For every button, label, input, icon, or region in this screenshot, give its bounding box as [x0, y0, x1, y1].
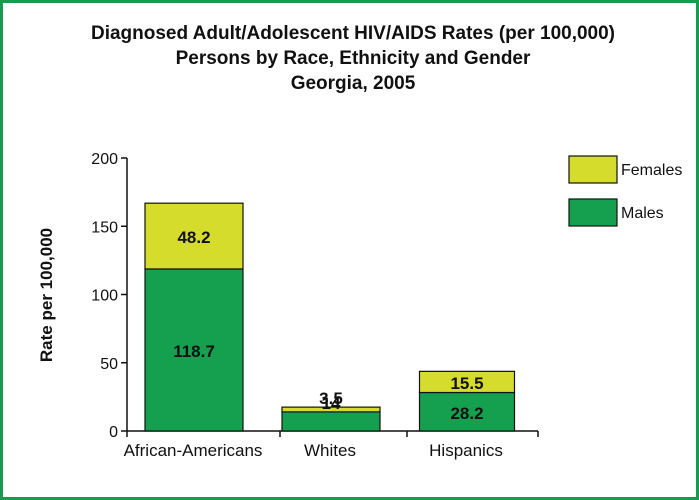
bar-males-1	[281, 411, 381, 432]
bar-males-0	[144, 268, 244, 432]
y-tick-label: 200	[91, 151, 118, 168]
y-axis-title: Rate per 100,000	[37, 228, 56, 362]
bar-females-2	[418, 370, 516, 394]
stacked-bar-chart: Diagnosed Adult/Adolescent HIV/AIDS Rate…	[37, 23, 682, 460]
legend-swatch-females	[568, 155, 618, 184]
data-label-males: 118.7	[173, 342, 215, 361]
y-tick-label: 100	[91, 288, 118, 305]
chart-title: Diagnosed Adult/Adolescent HIV/AIDS Rate…	[91, 23, 615, 94]
axes: 0 50 100 150 200 Rate per 100,000 African-Amer…	[37, 151, 539, 460]
chart-title-line: Georgia, 2005	[291, 73, 416, 94]
legend-swatch-males	[568, 198, 618, 227]
legend-label-females: Females	[621, 162, 682, 179]
chart-title-line: Persons by Race, Ethnicity and Gender	[176, 48, 531, 69]
y-tick-label: 0	[109, 424, 118, 441]
chart-title-line: Diagnosed Adult/Adolescent HIV/AIDS Rate…	[91, 23, 615, 44]
x-category-label: Whites	[304, 441, 356, 460]
data-labels: 118.7 14 28.2 48.2 3.5 15.5	[173, 228, 483, 423]
y-tick-label: 150	[91, 219, 118, 236]
bar-males-2	[418, 391, 516, 432]
bar-females-0	[144, 202, 244, 270]
x-category-label: Hispanics	[429, 441, 503, 460]
x-category-label: African-Americans	[124, 441, 263, 460]
legend: Females Males	[568, 155, 682, 227]
bars	[144, 202, 516, 432]
data-label-females: 3.5	[319, 389, 343, 408]
legend-label-males: Males	[621, 205, 664, 222]
data-label-females: 15.5	[450, 374, 483, 393]
data-label-females: 48.2	[177, 228, 210, 247]
y-tick-label: 50	[100, 356, 118, 373]
data-label-males: 14	[322, 394, 341, 413]
bar-females-1	[281, 406, 381, 413]
data-label-males: 28.2	[450, 404, 483, 423]
